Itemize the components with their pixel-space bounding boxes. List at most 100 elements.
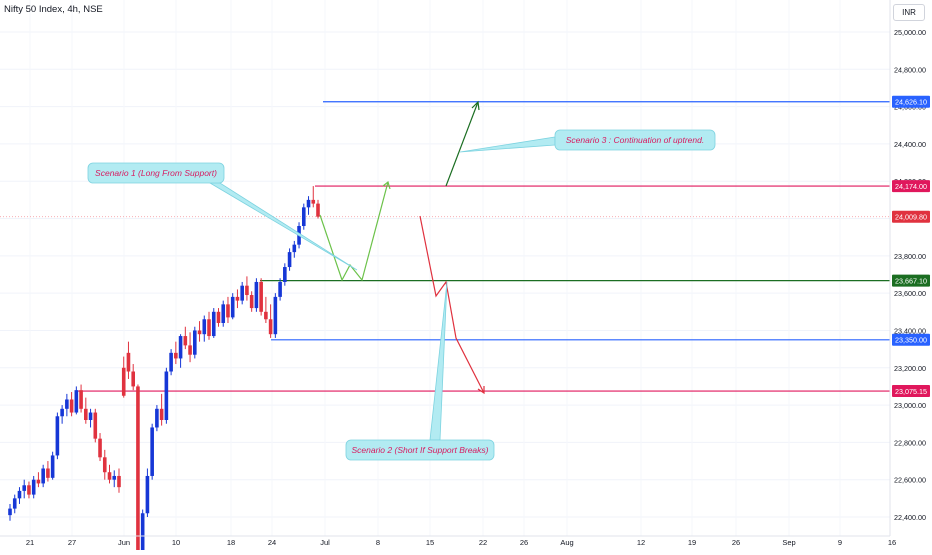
candle-body xyxy=(249,295,254,309)
candle-body xyxy=(202,319,207,335)
candle-body xyxy=(259,281,263,312)
chart-title: Nifty 50 Index, 4h, NSE xyxy=(4,4,103,15)
currency-selector[interactable]: INR xyxy=(893,4,925,21)
candle-body xyxy=(150,427,154,476)
y-tick-label: 25,000.00 xyxy=(894,28,926,37)
candle-body xyxy=(102,457,107,473)
price-label-bg xyxy=(892,385,930,398)
y-tick-label: 22,400.00 xyxy=(894,513,926,522)
scenario3-path xyxy=(445,101,479,187)
candle-body xyxy=(65,399,69,409)
scenario2-callout-box xyxy=(345,439,495,461)
candle-body xyxy=(254,281,259,309)
candle-body xyxy=(17,490,22,499)
scenario1-callout-pointer xyxy=(208,182,358,271)
price-label: 23,350.00 xyxy=(895,336,927,345)
scenario1-path xyxy=(319,181,389,282)
x-tick-label: Jul xyxy=(320,538,330,547)
candle-body xyxy=(93,412,98,439)
price-label: 24,174.00 xyxy=(895,182,927,191)
x-tick-label: 12 xyxy=(637,538,645,547)
candle-body xyxy=(306,199,311,208)
scenario3-callout-box xyxy=(554,129,716,151)
x-tick-label: 26 xyxy=(732,538,740,547)
scenario1-callout-box xyxy=(87,162,225,184)
scenario2-callout-text: Scenario 2 (Short If Support Breaks) xyxy=(351,445,488,455)
candle-body xyxy=(278,281,282,297)
y-tick-label: 22,600.00 xyxy=(894,476,926,485)
y-tick-label: 24,800.00 xyxy=(894,65,926,74)
candle-body xyxy=(207,319,211,337)
candle-body xyxy=(264,311,268,320)
candle-body xyxy=(174,352,178,359)
y-tick-label: 24,400.00 xyxy=(894,140,926,149)
candle-body xyxy=(273,296,278,335)
x-tick-label: 10 xyxy=(172,538,180,547)
candle-body xyxy=(301,207,306,226)
candle-body xyxy=(74,390,79,413)
candle-body xyxy=(178,336,183,359)
y-tick-label: 22,800.00 xyxy=(894,438,926,447)
price-label: 24,626.10 xyxy=(895,98,927,107)
price-label: 24,009.80 xyxy=(895,213,927,222)
candle-body xyxy=(245,285,249,296)
candle-body xyxy=(98,438,102,458)
candle-body xyxy=(164,371,169,420)
price-label-bg xyxy=(892,274,930,287)
candle-body xyxy=(211,311,216,337)
x-tick-label: Aug xyxy=(560,538,573,547)
candle-body xyxy=(107,472,112,480)
x-tick-label: Sep xyxy=(782,538,795,547)
candle-body xyxy=(283,267,287,282)
y-tick-label: 23,400.00 xyxy=(894,326,926,335)
candle-body xyxy=(287,252,292,268)
y-tick-label: 23,000.00 xyxy=(894,401,926,410)
candle-body xyxy=(183,336,188,346)
candle-body xyxy=(69,399,74,413)
candle-body xyxy=(131,371,135,387)
candle-body xyxy=(50,455,55,478)
candle-body xyxy=(41,468,45,484)
candle-body xyxy=(292,244,297,253)
candle-body xyxy=(268,319,273,335)
candle-body xyxy=(197,330,202,335)
candle-body xyxy=(188,345,192,355)
candle-body xyxy=(155,408,159,428)
candle-body xyxy=(159,408,164,420)
x-tick-label: 18 xyxy=(227,538,235,547)
scenario2-arrowhead xyxy=(477,386,485,395)
candle-body xyxy=(140,513,145,555)
scenario3-callout-pointer xyxy=(459,136,556,153)
candle-body xyxy=(36,479,41,484)
price-label-bg xyxy=(892,333,930,346)
x-tick-label: Jun xyxy=(118,538,130,547)
candle-body xyxy=(27,485,31,495)
candle-body xyxy=(169,352,173,372)
candle-body xyxy=(136,386,140,555)
candle-body xyxy=(126,352,131,372)
scenario3-callout-text: Scenario 3 : Continuation of uptrend. xyxy=(566,135,704,145)
y-tick-label: 23,600.00 xyxy=(894,289,926,298)
price-label: 23,075.15 xyxy=(895,387,927,396)
scenario2-path xyxy=(419,215,485,394)
y-tick-label: 23,800.00 xyxy=(894,252,926,261)
scenario1-callout-text: Scenario 1 (Long From Support) xyxy=(95,168,217,178)
candle-body xyxy=(117,475,121,488)
x-tick-label: 19 xyxy=(688,538,696,547)
candle-body xyxy=(112,475,117,480)
candle-body xyxy=(221,304,226,323)
candle-body xyxy=(145,475,150,514)
x-tick-label: 24 xyxy=(268,538,276,547)
candle-body xyxy=(311,199,316,204)
candle-body xyxy=(12,498,17,509)
scenario1-arrowhead xyxy=(382,180,391,190)
price-label-bg xyxy=(892,180,930,193)
candle-body xyxy=(79,390,83,409)
candle-body xyxy=(216,311,221,323)
x-tick-label: 22 xyxy=(479,538,487,547)
candle-body xyxy=(31,479,36,495)
candle-body xyxy=(22,485,27,491)
price-label: 23,667.10 xyxy=(895,276,927,285)
